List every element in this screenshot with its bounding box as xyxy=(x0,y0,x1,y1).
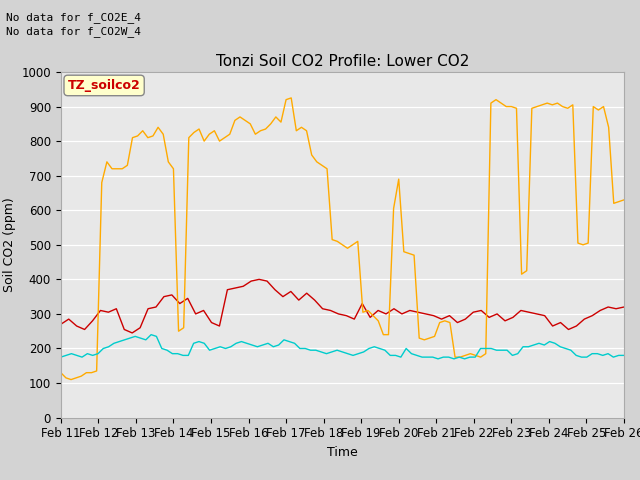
Text: TZ_soilco2: TZ_soilco2 xyxy=(68,79,141,92)
Y-axis label: Soil CO2 (ppm): Soil CO2 (ppm) xyxy=(3,197,16,292)
X-axis label: Time: Time xyxy=(327,446,358,459)
Text: No data for f_CO2E_4: No data for f_CO2E_4 xyxy=(6,12,141,23)
Title: Tonzi Soil CO2 Profile: Lower CO2: Tonzi Soil CO2 Profile: Lower CO2 xyxy=(216,54,469,70)
Text: No data for f_CO2W_4: No data for f_CO2W_4 xyxy=(6,26,141,37)
